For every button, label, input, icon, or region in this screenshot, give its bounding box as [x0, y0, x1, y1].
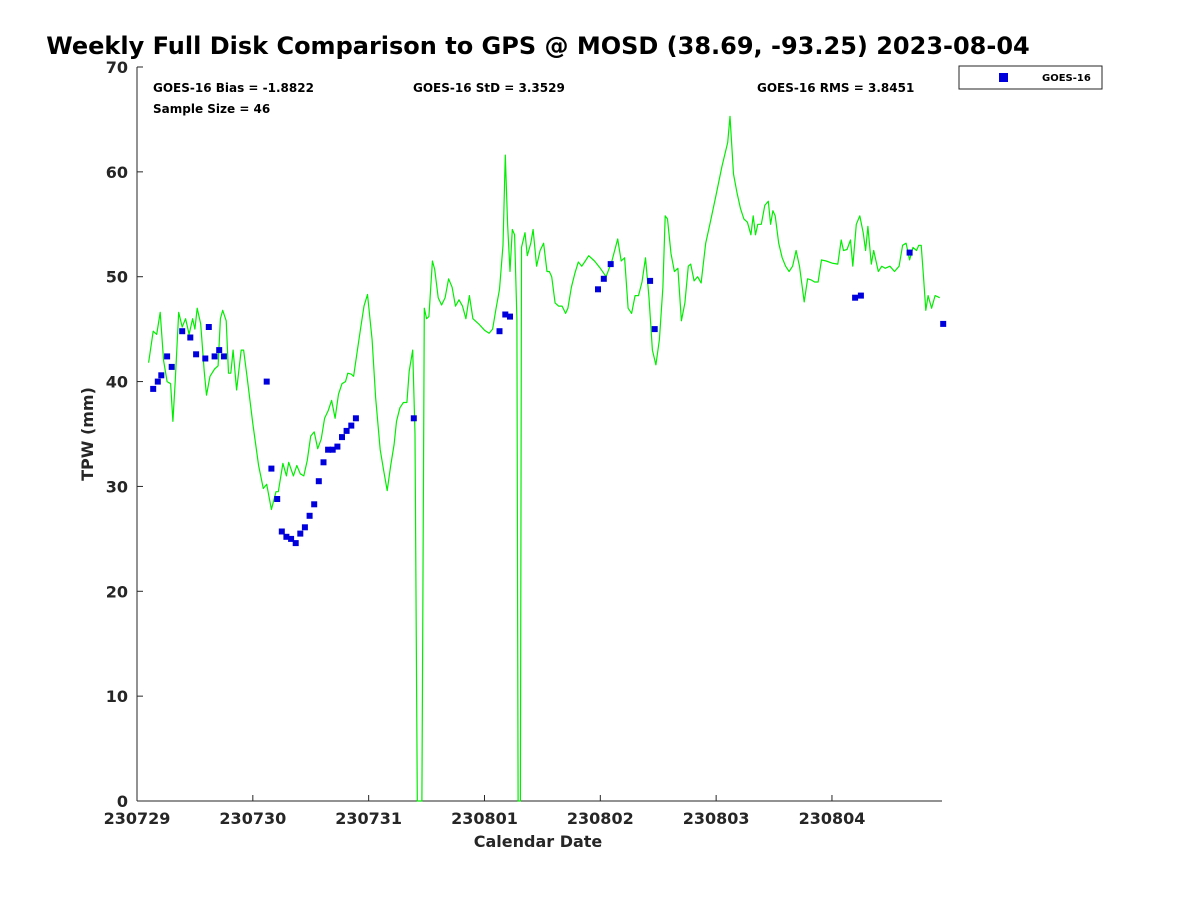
goes16-point [410, 415, 417, 422]
goes16-point [329, 446, 336, 453]
goes16-point [600, 275, 607, 282]
y-tick-label: 70 [106, 58, 128, 77]
stat-std: GOES-16 StD = 3.3529 [413, 81, 565, 95]
stat-sample-size: Sample Size = 46 [153, 102, 270, 116]
goes16-point [320, 459, 327, 466]
goes16-point [301, 524, 308, 531]
goes16-point [502, 311, 509, 318]
goes16-point [297, 530, 304, 537]
x-tick-label: 230803 [683, 809, 750, 828]
x-ticks: 230729 230730 230731 230801 230802 230803 2308… [104, 795, 866, 828]
x-tick-label: 230729 [104, 809, 171, 828]
stat-bias: GOES-16 Bias = -1.8822 [153, 81, 314, 95]
goes16-point [940, 320, 947, 327]
goes16-point [179, 328, 186, 335]
goes16-point [906, 249, 913, 256]
goes16-point [496, 328, 503, 335]
y-tick-label: 20 [106, 582, 128, 601]
goes16-point [339, 434, 345, 441]
goes16-point [274, 496, 281, 502]
x-tick-label: 230731 [335, 809, 402, 828]
goes16-point [154, 378, 161, 385]
goes16-point [647, 277, 654, 284]
y-tick-label: 0 [117, 792, 128, 811]
goes16-point [852, 294, 859, 301]
goes16-point [607, 261, 614, 268]
goes16-point [334, 443, 341, 450]
y-tick-label: 30 [106, 477, 128, 496]
legend-box [958, 65, 1103, 90]
goes16-point [187, 334, 194, 341]
goes16-point [205, 324, 212, 330]
goes16-point [343, 427, 350, 434]
goes16-point [288, 535, 295, 542]
y-ticks: 0 10 20 30 40 50 60 70 [106, 58, 143, 811]
chart-title: Weekly Full Disk Comparison to GPS @ MOS… [46, 32, 1029, 60]
goes16-point [278, 528, 285, 535]
goes16-point [211, 353, 218, 360]
goes16-point [168, 363, 175, 370]
goes16-point [220, 353, 227, 360]
goes16-point [348, 422, 355, 429]
x-tick-label: 230804 [799, 809, 866, 828]
goes16-point [651, 326, 658, 333]
goes16-point [164, 353, 171, 360]
goes16-point [202, 355, 209, 362]
y-tick-label: 60 [106, 163, 128, 182]
x-tick-label: 230730 [219, 809, 286, 828]
goes16-point [311, 501, 318, 508]
y-axis-label: TPW (mm) [78, 387, 97, 481]
legend: GOES-16 [958, 65, 1103, 90]
goes16-point [292, 540, 299, 547]
legend-label-goes16: GOES-16 [1042, 73, 1091, 84]
legend-marker-goes16 [999, 73, 1008, 82]
plot-area [137, 67, 942, 801]
stat-rms: GOES-16 RMS = 3.8451 [757, 81, 914, 95]
gps-series-line [148, 115, 940, 802]
goes16-point [352, 415, 359, 422]
x-tick-label: 230802 [567, 809, 634, 828]
goes16-point [216, 347, 223, 354]
y-tick-label: 50 [106, 268, 128, 287]
goes16-point [315, 478, 322, 485]
goes16-point [268, 465, 275, 472]
goes16-point [857, 292, 864, 299]
goes16-point [595, 286, 601, 293]
goes16-point [507, 313, 513, 320]
goes16-point [325, 446, 332, 453]
y-tick-label: 40 [106, 373, 128, 392]
y-tick-label: 10 [106, 687, 128, 706]
goes16-point [193, 351, 200, 358]
goes16-series-points [150, 249, 947, 547]
goes16-point [150, 385, 157, 392]
goes16-point [158, 372, 165, 379]
goes16-point [306, 512, 313, 519]
goes16-point [263, 378, 270, 385]
x-axis-label: Calendar Date [474, 832, 603, 851]
x-tick-label: 230801 [451, 809, 518, 828]
goes16-point [283, 533, 290, 540]
